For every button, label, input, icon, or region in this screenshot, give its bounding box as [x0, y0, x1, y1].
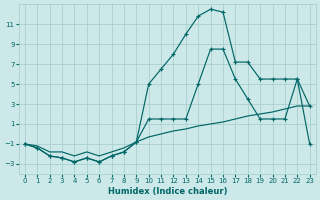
- X-axis label: Humidex (Indice chaleur): Humidex (Indice chaleur): [108, 187, 227, 196]
